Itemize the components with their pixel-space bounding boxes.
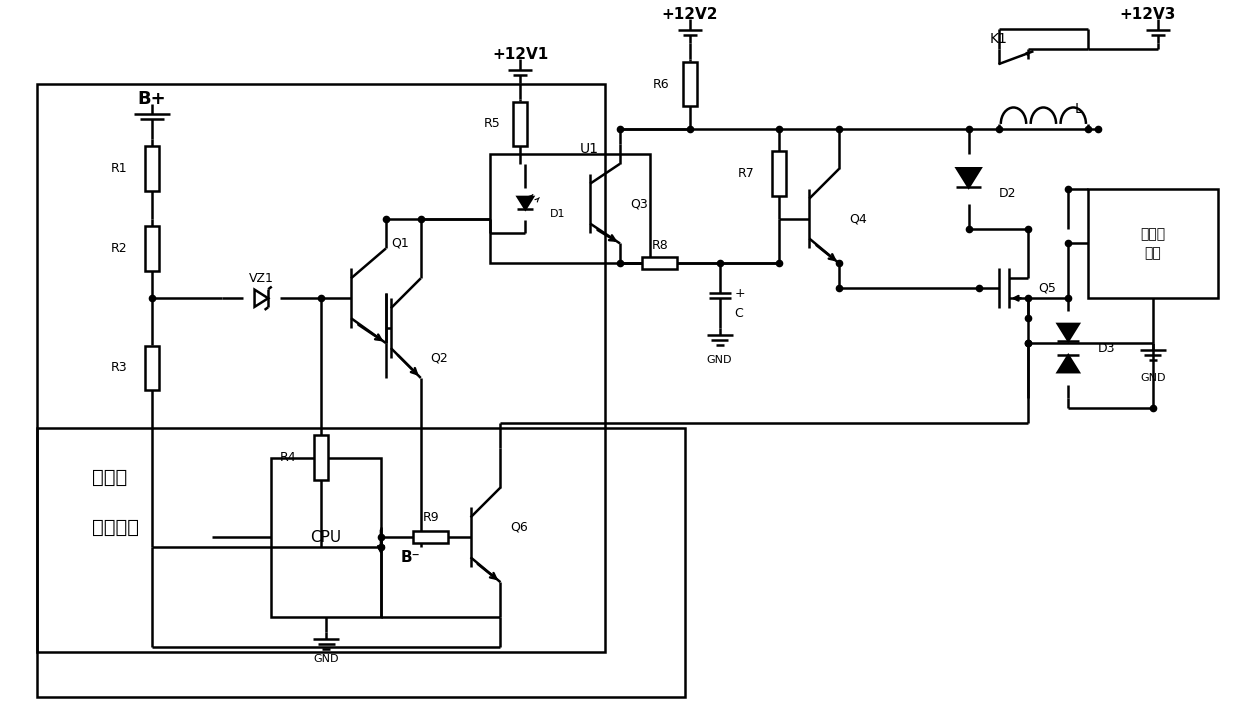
- Text: R2: R2: [110, 242, 126, 255]
- Bar: [145, 346, 159, 390]
- Bar: [37, 428, 684, 697]
- Text: GND: GND: [1141, 373, 1166, 383]
- Text: R3: R3: [110, 362, 126, 374]
- Bar: [37, 84, 605, 652]
- Text: R6: R6: [653, 78, 670, 90]
- Text: U1: U1: [580, 142, 599, 156]
- Text: +12V2: +12V2: [661, 7, 718, 22]
- Bar: [272, 458, 381, 617]
- Bar: [145, 226, 159, 271]
- Text: GND: GND: [707, 355, 733, 365]
- Text: B⁻: B⁻: [401, 550, 420, 565]
- Bar: [1089, 189, 1218, 298]
- Text: +: +: [734, 287, 745, 300]
- Text: 发动机
喷嘴: 发动机 喷嘴: [1141, 226, 1166, 260]
- Text: Q2: Q2: [430, 352, 449, 365]
- Text: GND: GND: [314, 654, 339, 664]
- Text: 转速检测: 转速检测: [92, 518, 139, 537]
- Text: D1: D1: [551, 209, 565, 218]
- Polygon shape: [1058, 324, 1079, 341]
- Text: R7: R7: [738, 167, 754, 181]
- Text: R5: R5: [484, 117, 501, 130]
- Text: +12V3: +12V3: [1120, 7, 1177, 22]
- Text: VZ1: VZ1: [249, 272, 274, 285]
- Text: Q1: Q1: [391, 237, 409, 250]
- Text: R8: R8: [651, 239, 668, 252]
- Text: Q5: Q5: [1038, 282, 1056, 295]
- Bar: [413, 531, 448, 543]
- Bar: [773, 151, 786, 196]
- Bar: [314, 435, 329, 480]
- Text: CPU: CPU: [310, 530, 342, 545]
- Polygon shape: [518, 197, 533, 209]
- Text: +12V1: +12V1: [492, 47, 548, 62]
- Text: L: L: [1074, 102, 1083, 116]
- Text: C: C: [734, 306, 743, 320]
- Bar: [642, 258, 677, 269]
- Text: 发电机: 发电机: [92, 468, 128, 487]
- Bar: [683, 62, 697, 106]
- Bar: [513, 101, 527, 146]
- Bar: [491, 154, 650, 264]
- Text: R9: R9: [423, 511, 439, 524]
- Polygon shape: [957, 168, 981, 187]
- Polygon shape: [1058, 355, 1079, 372]
- Text: Q6: Q6: [511, 521, 528, 534]
- Bar: [145, 146, 159, 191]
- Text: R4: R4: [279, 451, 296, 464]
- Text: R1: R1: [110, 162, 126, 175]
- Text: D3: D3: [1099, 341, 1116, 355]
- Text: B+: B+: [138, 90, 166, 108]
- Text: Q4: Q4: [849, 212, 867, 225]
- Text: D2: D2: [998, 187, 1016, 200]
- Text: Q3: Q3: [630, 197, 647, 210]
- Text: K1: K1: [990, 32, 1007, 47]
